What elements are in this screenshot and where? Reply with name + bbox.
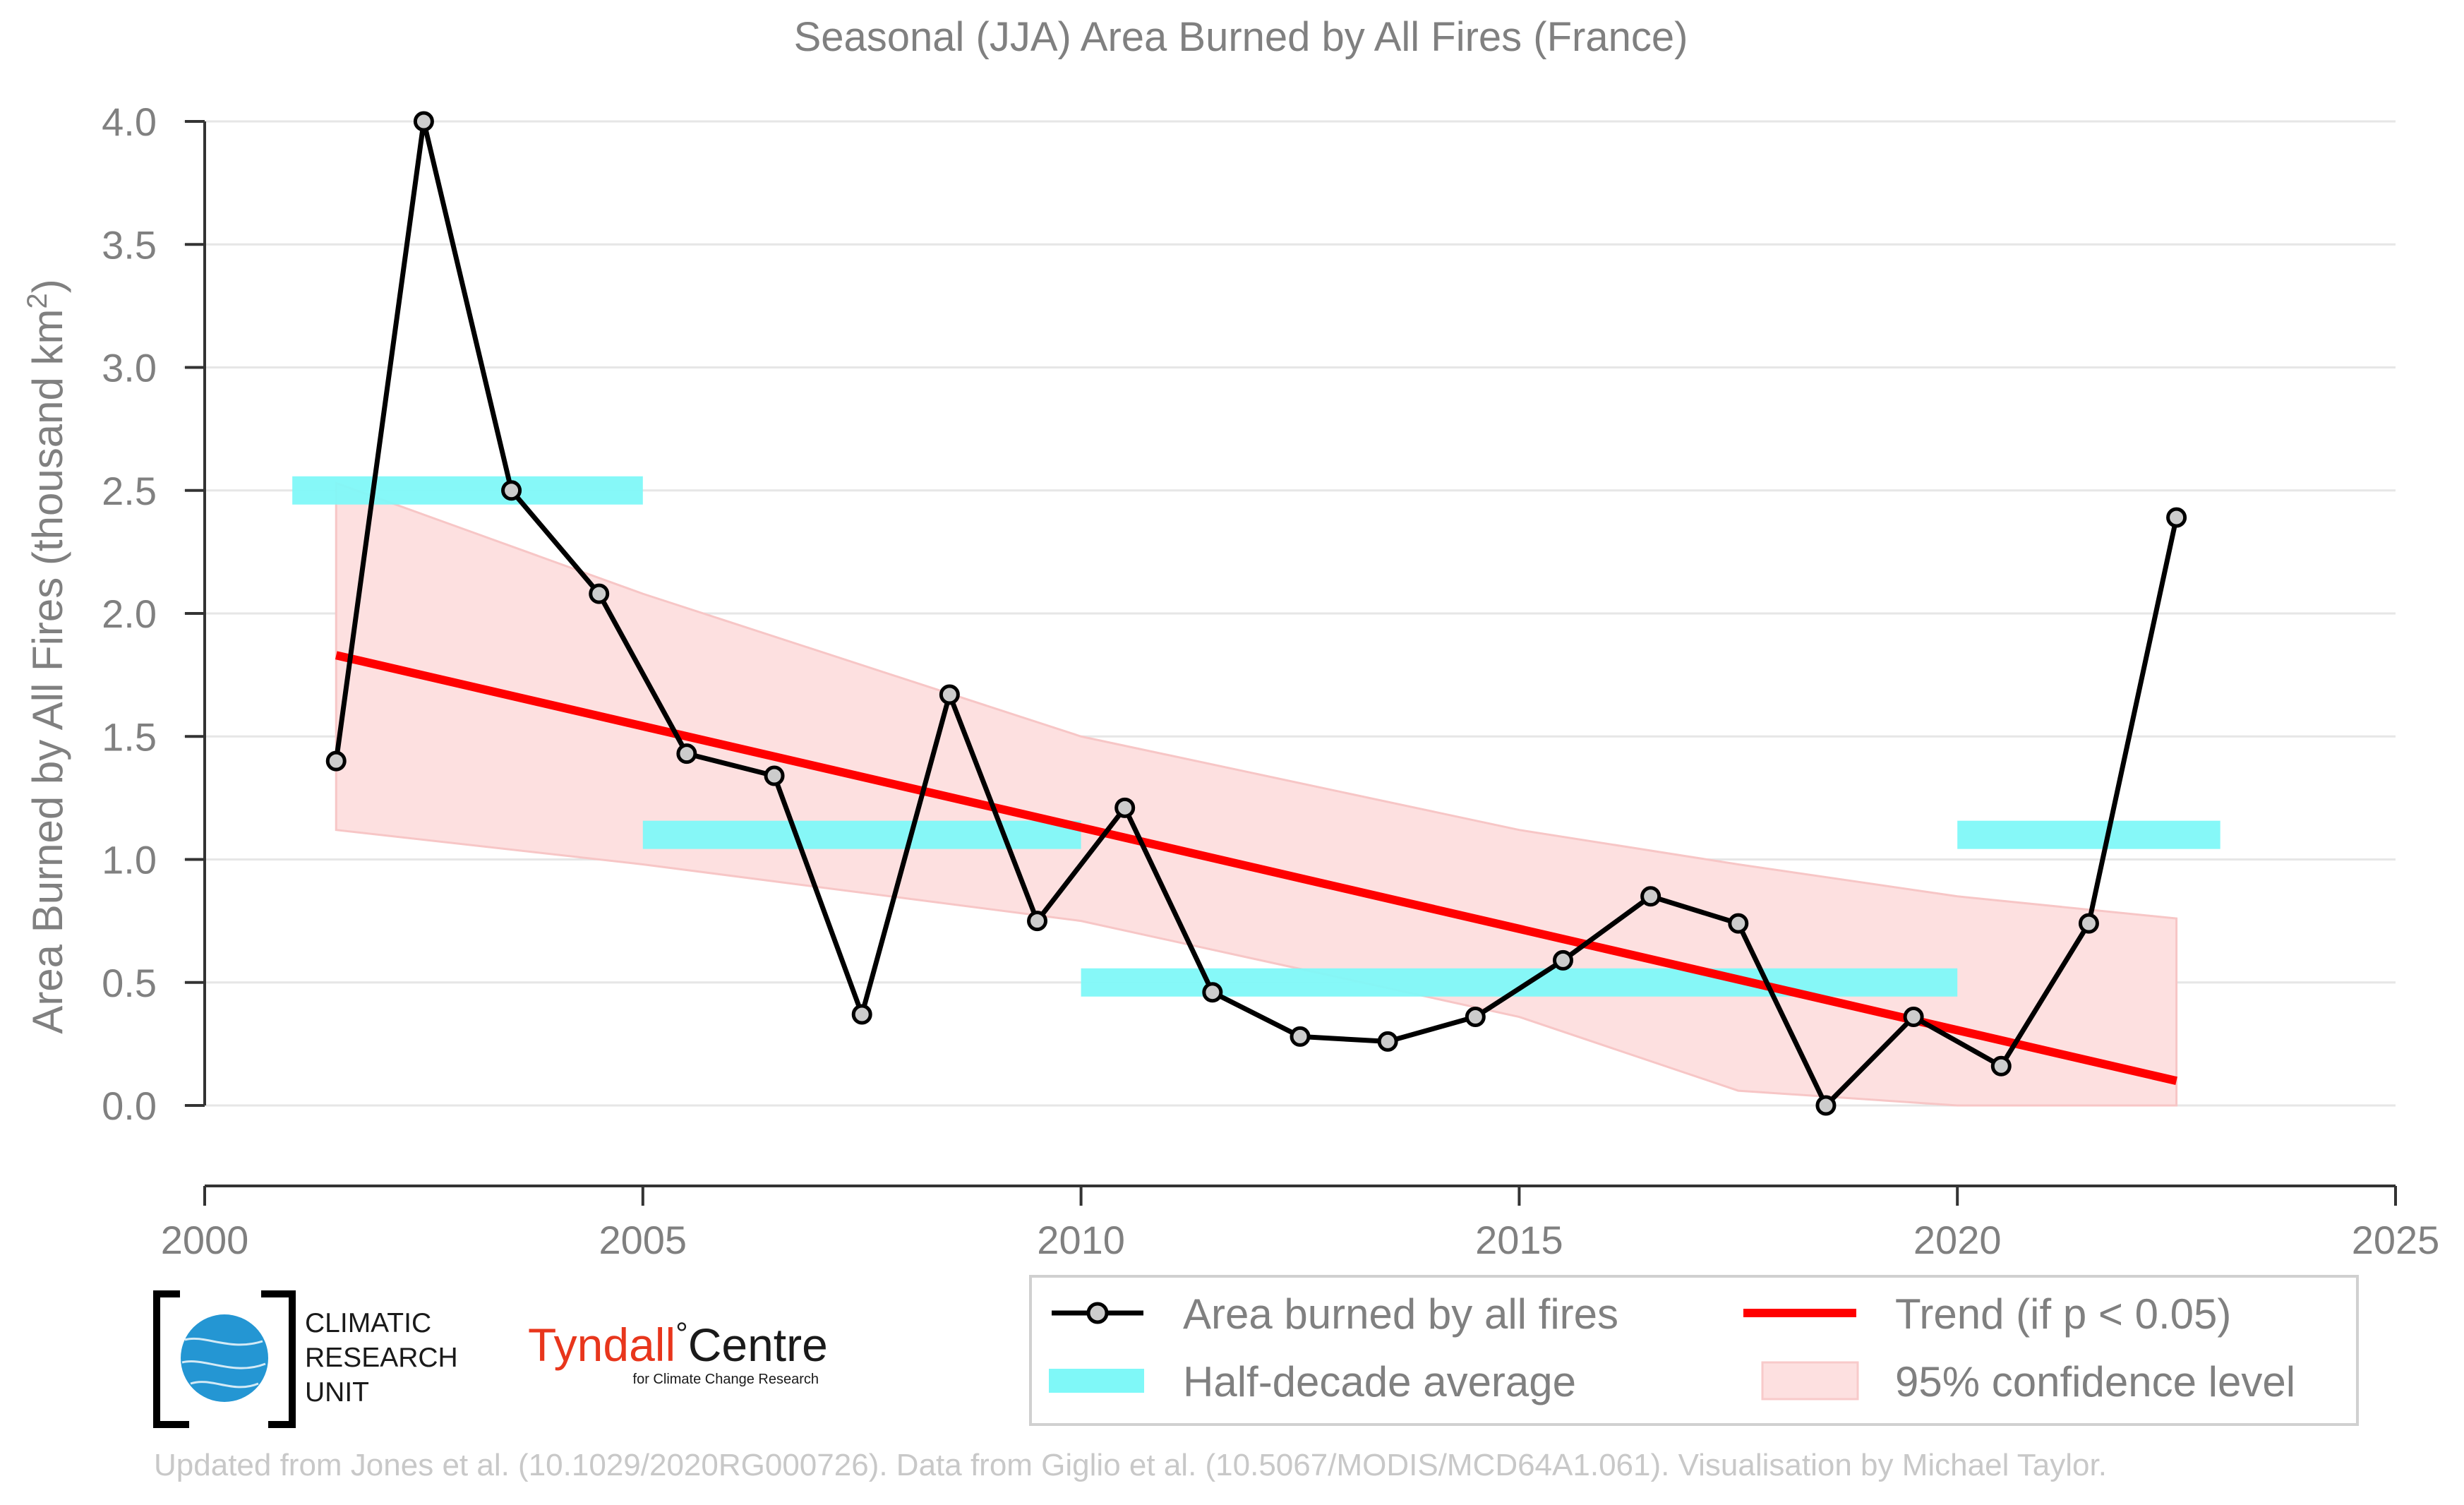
legend-swatch-confidence (1761, 1361, 1859, 1401)
y-axis-label: Area Burned by All Fires (thousand km2) (22, 279, 71, 1033)
y-tick-label: 4.0 (102, 100, 157, 144)
data-point (1377, 1031, 1398, 1052)
data-point (1815, 1095, 1837, 1116)
y-tick-label: 2.5 (102, 469, 157, 513)
data-point (1114, 797, 1136, 818)
confidence-band-layer (335, 481, 2178, 1107)
cru-logo-line2: RESEARCH (305, 1343, 458, 1373)
x-tick-label: 2010 (1037, 1218, 1125, 1262)
x-tick-label: 2005 (599, 1218, 687, 1262)
series-layer (325, 111, 2187, 1116)
series-line (333, 119, 2180, 1108)
data-point (939, 684, 960, 705)
data-point (1903, 1007, 1924, 1028)
legend-swatch-average (1049, 1369, 1144, 1393)
y-tick-label: 3.5 (102, 222, 157, 267)
data-point (2166, 507, 2187, 528)
data-point (1027, 911, 1048, 932)
data-point (1552, 949, 1573, 971)
data-point (1640, 886, 1661, 907)
y-tick-label: 2.0 (102, 592, 157, 636)
tyndall-logo-part2: Centre (688, 1319, 828, 1371)
legend-label-average: Half-decade average (1183, 1358, 1576, 1405)
cru-logo-bracket-left (153, 1290, 189, 1428)
y-tick-label: 1.0 (102, 838, 157, 882)
legend-label-trend: Trend (if p < 0.05) (1895, 1290, 2231, 1338)
data-point (1465, 1007, 1486, 1028)
data-point (1290, 1026, 1311, 1047)
y-axis-label-main: Area Burned by All Fires (thousand km (24, 309, 71, 1034)
globe-icon-contours (181, 1337, 266, 1389)
y-tick-label: 3.0 (102, 346, 157, 390)
x-tick-label: 2020 (1913, 1218, 2002, 1262)
x-tick-label: 2015 (1475, 1218, 1563, 1262)
globe-icon (181, 1314, 268, 1402)
tyndall-logo: Tyndall°Centre for Climate Change Resear… (528, 1317, 828, 1387)
x-tick-label: 2000 (161, 1218, 249, 1262)
y-axis-label-close: ) (24, 279, 71, 293)
data-point (413, 111, 434, 132)
half-decade-average-layer (292, 476, 2220, 997)
half-decade-average-bar (1957, 820, 2220, 849)
data-point (1990, 1055, 2012, 1077)
cru-logo: CLIMATIC RESEARCH UNIT (153, 1290, 458, 1428)
data-point (589, 583, 610, 604)
legend: Area burned by all fires Trend (if p < 0… (1029, 1275, 2359, 1426)
y-axis-label-sup: 2 (22, 293, 53, 308)
trend-line-layer (335, 651, 2177, 1085)
half-decade-average-bar (1081, 968, 1958, 997)
axes-layer: 2000 2005 2010 2015 2020 2025 (161, 120, 2440, 1262)
half-decade-average-bar (292, 476, 643, 505)
data-point (851, 1004, 872, 1025)
legend-frame (1029, 1275, 2359, 1426)
data-point (2078, 913, 2099, 934)
footer-credit: Updated from Jones et al. (10.1029/2020R… (154, 1448, 2107, 1482)
y-tick-label: 0.5 (102, 961, 157, 1005)
grid-lines: 0.0 0.5 1.0 1.5 2.0 2.5 3.0 3.5 4.0 (102, 100, 2396, 1128)
legend-swatch-series-marker (1086, 1302, 1109, 1324)
cru-logo-line1: CLIMATIC (305, 1308, 431, 1338)
y-tick-label: 1.5 (102, 714, 157, 759)
half-decade-average-bar (642, 820, 1081, 849)
legend-label-confidence: 95% confidence level (1895, 1358, 2295, 1405)
data-point (1728, 913, 1749, 934)
data-point (676, 743, 697, 765)
data-point (325, 750, 347, 772)
tyndall-logo-title: Tyndall°Centre (528, 1317, 828, 1371)
tyndall-logo-subtitle: for Climate Change Research (633, 1372, 819, 1387)
tyndall-logo-degree: ° (675, 1317, 688, 1351)
trend-line (335, 651, 2177, 1085)
data-point (1202, 982, 1223, 1003)
cru-logo-line3: UNIT (305, 1377, 369, 1408)
tyndall-logo-part1: Tyndall (528, 1319, 675, 1371)
chart-title: Seasonal (JJA) Area Burned by All Fires … (794, 14, 1688, 60)
cru-logo-bracket-right (261, 1290, 296, 1428)
x-tick-label: 2025 (2352, 1218, 2440, 1262)
data-point (764, 765, 785, 786)
data-point (501, 480, 522, 501)
y-tick-label: 0.0 (102, 1084, 157, 1128)
confidence-band (335, 481, 2178, 1107)
legend-label-series: Area burned by all fires (1183, 1290, 1618, 1338)
